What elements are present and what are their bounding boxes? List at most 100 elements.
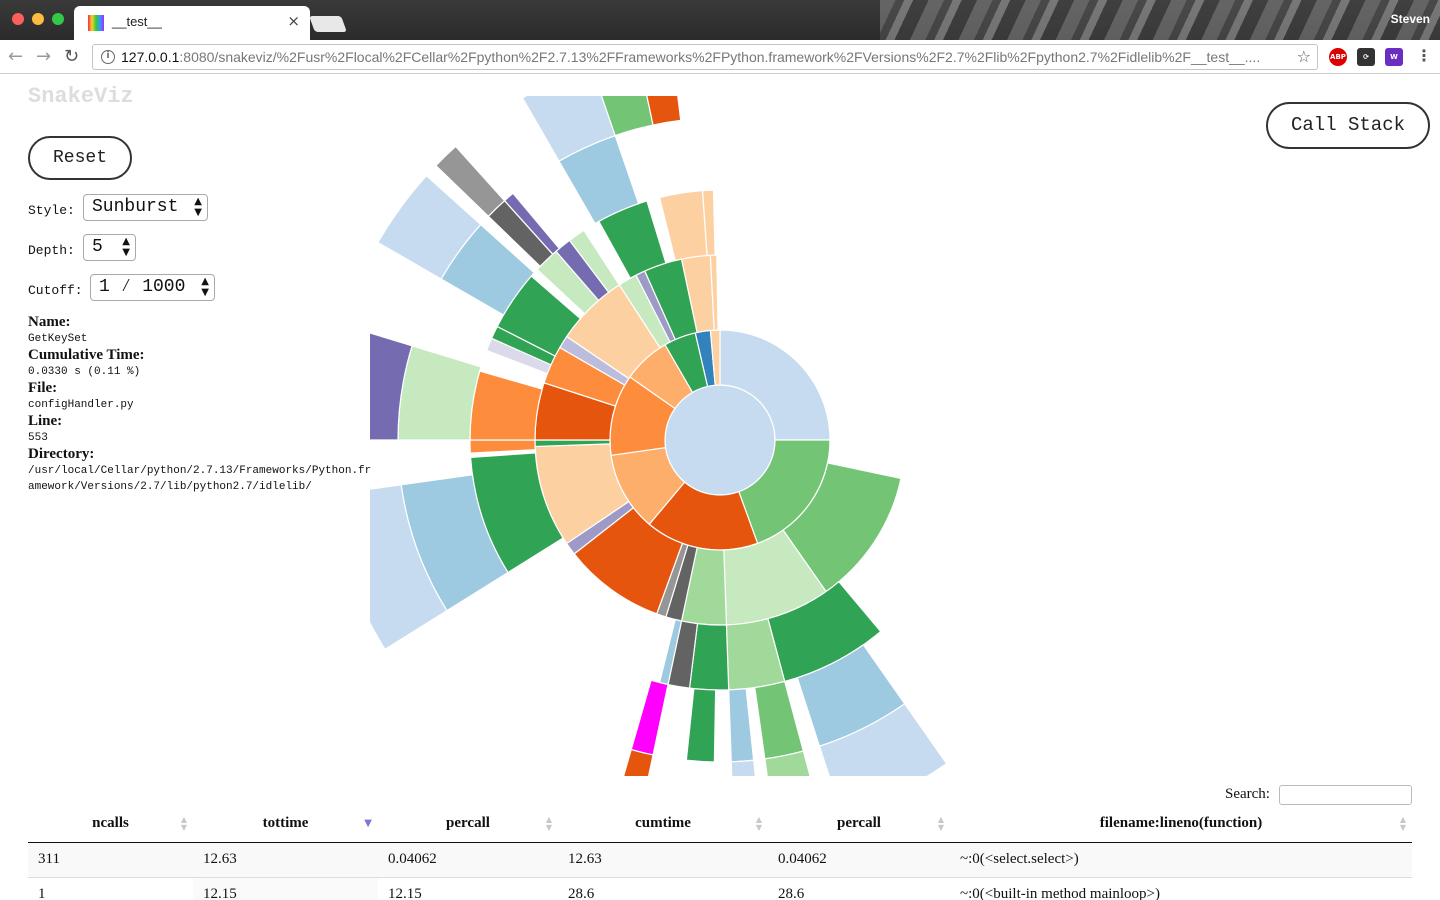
sunburst-arc-ring4-3[interactable]: [685, 687, 717, 763]
address-bar[interactable]: i 127.0.0.1:8080/snakeviz/%2Fusr%2Flocal…: [92, 44, 1318, 70]
forward-arrow-icon[interactable]: →: [36, 46, 52, 67]
sunburst-arc-ring5-4[interactable]: [370, 484, 448, 651]
back-arrow-icon[interactable]: ←: [8, 46, 24, 67]
sort-arrows-icon: ▲ ▼: [545, 815, 552, 832]
sort-arrows-icon: ▲ ▼: [937, 815, 944, 832]
sort-desc-icon: ▼: [364, 818, 372, 829]
sunburst-arc-ring4-1[interactable]: [754, 680, 805, 760]
directory-heading: Directory:: [28, 446, 95, 462]
column-header-percall[interactable]: percall ▲ ▼: [378, 806, 558, 843]
cutoff-select-value: 1 ⁄ 1000: [99, 277, 186, 297]
table-header-row: ncalls ▲ ▼ tottime ▼ percall ▲ ▼ cumtime ▲ ▼ pe…: [28, 806, 1412, 843]
cell-tottime: 12.63: [193, 842, 378, 878]
info-icon[interactable]: i: [101, 50, 115, 64]
cell-tottime: 12.15: [193, 877, 378, 900]
browser-menu-icon[interactable]: ⋮: [1416, 46, 1432, 65]
browser-toolbar: ← → ↻ i 127.0.0.1:8080/snakeviz/%2Fusr%2…: [0, 40, 1440, 74]
style-label: Style:: [28, 203, 75, 218]
sunburst-arc-ring5-3[interactable]: [611, 748, 654, 776]
table-row[interactable]: 1 12.15 12.15 28.6 28.6 ~:0(<built-in me…: [28, 877, 1412, 900]
reload-icon[interactable]: ↻: [64, 46, 80, 67]
search-input[interactable]: [1279, 785, 1412, 805]
sunburst-arc-ring5-10[interactable]: [638, 96, 682, 126]
sunburst-arc-ring1-0[interactable]: [719, 329, 831, 441]
sort-arrows-icon: ▲ ▼: [755, 815, 762, 832]
depth-select[interactable]: 5 ▲ ▼: [83, 234, 136, 261]
line-heading: Line:: [28, 413, 63, 429]
column-header-function[interactable]: filename:lineno(function) ▲ ▼: [950, 806, 1412, 843]
sunburst-arc-ring4-9[interactable]: [503, 192, 561, 256]
function-name: GetKeySet: [28, 333, 88, 345]
bookmark-star-icon[interactable]: ☆: [1296, 47, 1311, 66]
cell-percall-2: 0.04062: [768, 842, 950, 878]
tab-close-icon[interactable]: ×: [287, 12, 300, 30]
sunburst-arc-ring5-7[interactable]: [435, 145, 506, 218]
tabbar-background-image: [880, 0, 1440, 40]
profile-name[interactable]: Steven: [1390, 12, 1430, 26]
directory-path: /usr/local/Cellar/python/2.7.13/Framewor…: [28, 465, 372, 493]
tab-title: __test__: [112, 14, 162, 29]
select-arrows-icon: ▲ ▼: [201, 276, 209, 298]
depth-select-value: 5: [92, 237, 103, 257]
depth-label: Depth:: [28, 243, 75, 258]
cell-percall: 12.15: [378, 877, 558, 900]
sunburst-arc-ring4-6[interactable]: [397, 345, 482, 441]
browser-tab[interactable]: __test__ ×: [74, 6, 310, 40]
column-header-cumtime[interactable]: cumtime ▲ ▼: [558, 806, 768, 843]
sunburst-arc-ring5-2[interactable]: [730, 759, 761, 776]
stats-table: ncalls ▲ ▼ tottime ▼ percall ▲ ▼ cumtime ▲ ▼ pe…: [28, 806, 1412, 900]
sunburst-chart[interactable]: [370, 96, 970, 776]
maximize-window-icon[interactable]: [52, 13, 64, 25]
sort-arrows-icon: ▲ ▼: [1399, 815, 1406, 832]
sunburst-arc-ring5-6[interactable]: [377, 174, 482, 280]
sunburst-arc-ring3-16[interactable]: [701, 189, 716, 257]
sunburst-arc-ring4-4[interactable]: [630, 679, 669, 756]
sunburst-arc-ring3-13[interactable]: [568, 229, 621, 294]
cell-cumtime: 12.63: [558, 842, 768, 878]
cell-ncalls: 311: [28, 842, 193, 878]
favicon-icon: [88, 15, 104, 31]
style-select[interactable]: Sunburst ▲ ▼: [83, 194, 208, 221]
cell-percall-2: 28.6: [768, 877, 950, 900]
sort-arrows-icon: ▲ ▼: [180, 815, 187, 832]
line-number: 553: [28, 432, 48, 444]
url-text[interactable]: 127.0.0.1:8080/snakeviz/%2Fusr%2Flocal%2…: [121, 49, 1261, 65]
app-logo: SnakeViz: [28, 84, 134, 109]
w-extension-icon[interactable]: W: [1385, 48, 1403, 66]
sunburst-arc-ring3-15[interactable]: [658, 189, 708, 262]
sunburst-arc-ring5-1[interactable]: [764, 750, 822, 776]
adblock-extension-icon[interactable]: ABP: [1329, 48, 1347, 66]
cumulative-time: 0.0330 s (0.11 %): [28, 366, 141, 378]
new-tab-button[interactable]: [309, 16, 347, 32]
sunburst-arc-ring5-5[interactable]: [370, 325, 413, 441]
sunburst-arc-ring3-6[interactable]: [469, 439, 536, 454]
select-arrows-icon: ▲ ▼: [194, 196, 202, 218]
cutoff-label: Cutoff:: [28, 283, 83, 298]
select-arrows-icon: ▲ ▼: [122, 236, 130, 258]
call-stack-button[interactable]: Call Stack: [1266, 102, 1430, 149]
reset-button[interactable]: Reset: [28, 136, 132, 180]
cutoff-select[interactable]: 1 ⁄ 1000 ▲ ▼: [90, 274, 215, 301]
cell-ncalls: 1: [28, 877, 193, 900]
cell-function: ~:0(<built-in method mainloop>): [950, 877, 1412, 900]
browser-tab-bar: __test__ × Steven: [0, 0, 1440, 40]
close-window-icon[interactable]: [12, 13, 24, 25]
cell-percall: 0.04062: [378, 842, 558, 878]
column-header-percall-2[interactable]: percall ▲ ▼: [768, 806, 950, 843]
sync-extension-icon[interactable]: ⟳: [1357, 48, 1375, 66]
sunburst-arc-ring3-7[interactable]: [469, 370, 543, 441]
minimize-window-icon[interactable]: [32, 13, 44, 25]
sunburst-arc-ring5-0[interactable]: [818, 702, 948, 776]
style-select-value: Sunburst: [92, 197, 179, 217]
search-label: Search:: [1225, 786, 1270, 802]
cumtime-heading: Cumulative Time:: [28, 347, 145, 363]
column-header-tottime[interactable]: tottime ▼: [193, 806, 378, 843]
cell-cumtime: 28.6: [558, 877, 768, 900]
cell-function: ~:0(<select.select>): [950, 842, 1412, 878]
column-header-ncalls[interactable]: ncalls ▲ ▼: [28, 806, 193, 843]
sunburst-arc-ring4-2[interactable]: [728, 687, 755, 763]
function-info-panel: Name: GetKeySet Cumulative Time: 0.0330 …: [28, 314, 373, 495]
table-row[interactable]: 311 12.63 0.04062 12.63 0.04062 ~:0(<sel…: [28, 842, 1412, 878]
name-heading: Name:: [28, 314, 71, 330]
file-heading: File:: [28, 380, 58, 396]
